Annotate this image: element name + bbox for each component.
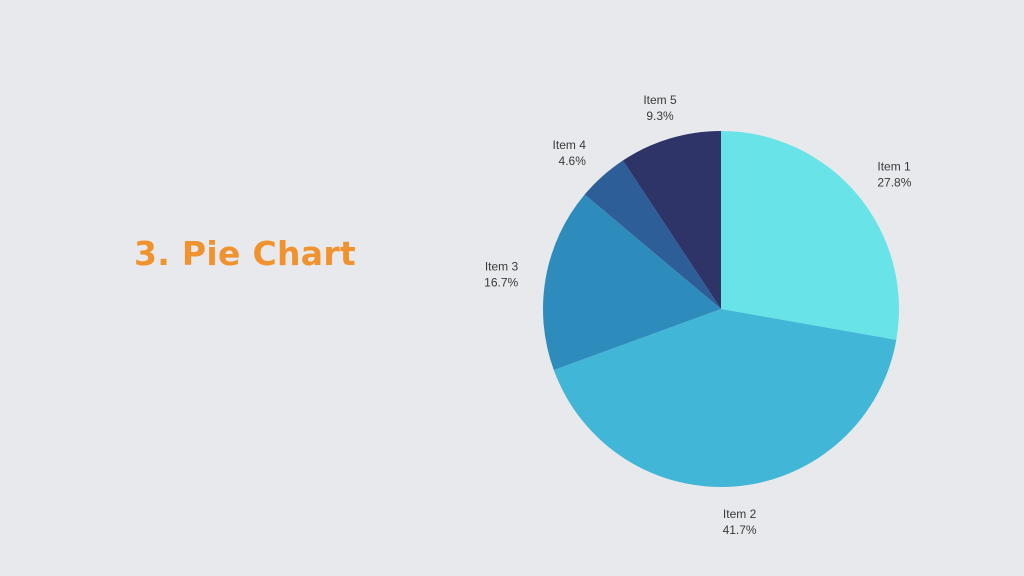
pie-labels: Item 1 27.8% Item 2 41.7% Item 3 16.7% Item 4 4… [484,93,912,537]
pie-slice-item-4 [584,160,721,309]
pie-slices [542,131,899,487]
pie-slice-item-2 [553,309,897,487]
slide-title: 3. Pie Chart [134,234,356,273]
pie-slice-item-5 [622,131,721,309]
slice-label-item-5: Item 5 [643,93,677,107]
slice-label-item-3: Item 3 [485,259,519,273]
slice-value-item-3: 16.7% [484,275,518,289]
slice-label-item-4: Item 4 [553,138,587,152]
slice-value-item-1: 27.8% [877,176,911,190]
slice-value-item-4: 4.6% [559,154,587,168]
pie-slice-item-1 [721,131,899,340]
slice-label-item-2: Item 2 [723,507,757,521]
slice-value-item-5: 9.3% [646,109,674,123]
slice-value-item-2: 41.7% [723,523,757,537]
slice-label-item-1: Item 1 [877,160,911,174]
pie-slice-item-3 [542,194,721,371]
